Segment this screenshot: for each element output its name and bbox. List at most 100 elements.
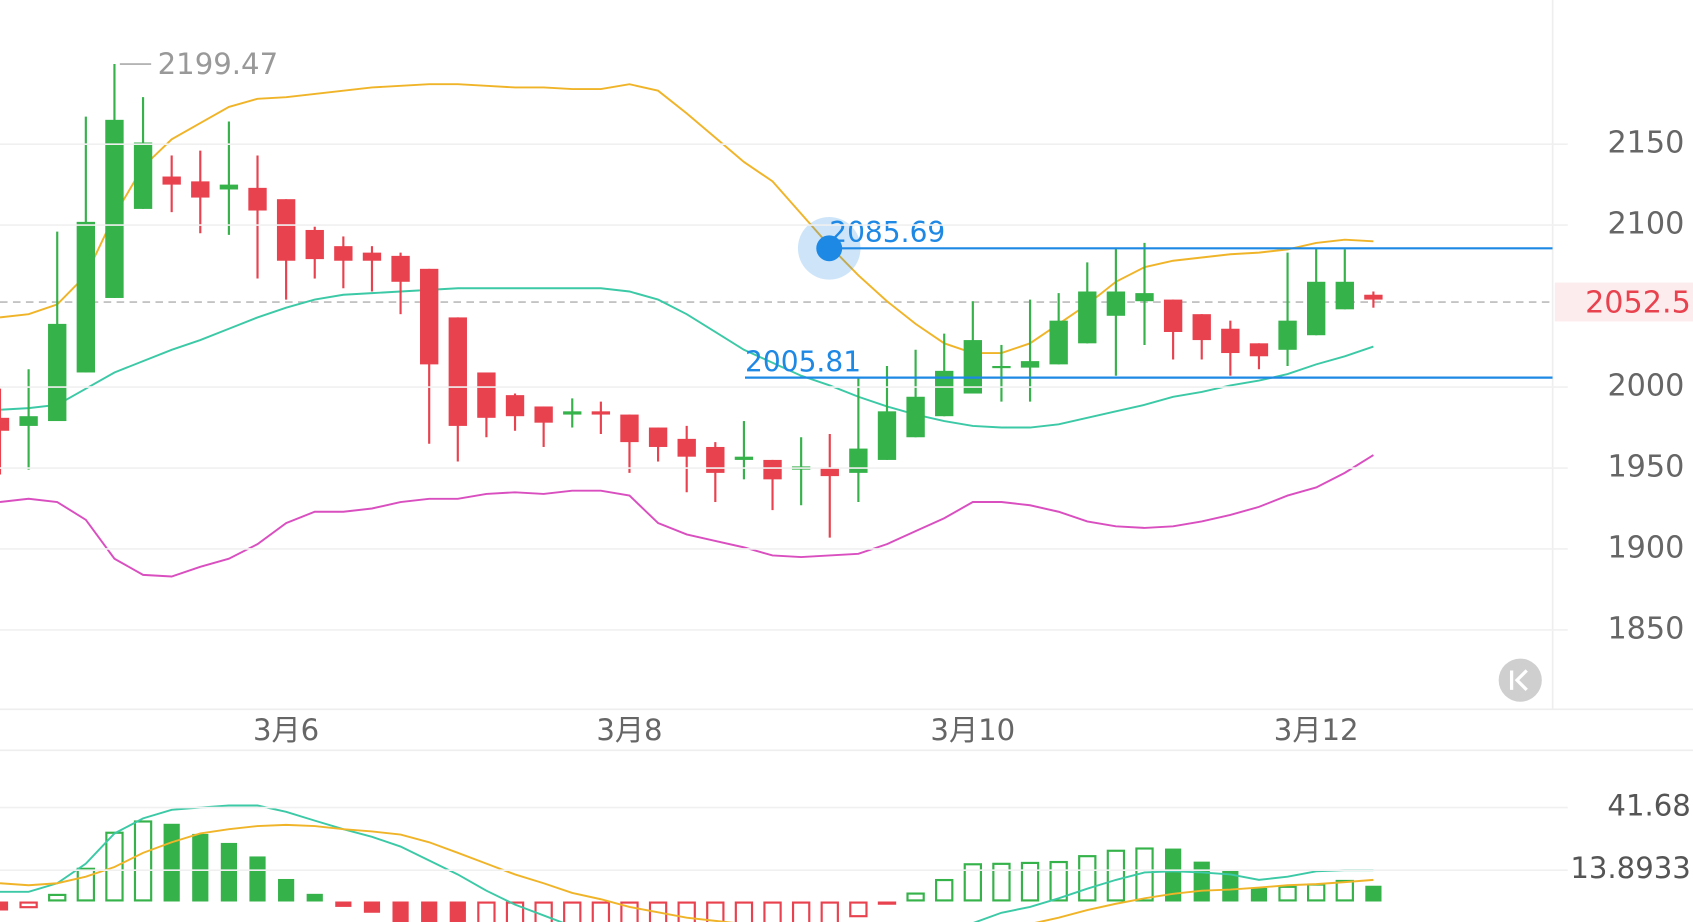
candle-body: [849, 448, 868, 473]
candle-body: [992, 365, 1011, 369]
y-tick-label: 2000: [1607, 369, 1684, 404]
candle-body: [563, 411, 582, 415]
macd-bar: [877, 901, 897, 905]
candle-body: [191, 181, 210, 198]
candle-body: [162, 176, 181, 185]
collapse-button[interactable]: [1498, 658, 1542, 702]
axes: 1850 1900 1950 2000 2100 2150 3月6 3月8 3月10 3月12 20…: [0, 126, 1693, 885]
candle-body: [133, 142, 153, 209]
macd-bar: [591, 901, 611, 922]
line-label: 2005.81: [745, 346, 861, 379]
high-label: 2199.47: [158, 47, 279, 81]
y-tick-label: 1900: [1607, 530, 1684, 565]
macd-bar: [163, 823, 180, 902]
candle-body: [1221, 328, 1240, 354]
macd-bar: [992, 862, 1011, 902]
line-handle: [816, 235, 843, 262]
candle-body: [477, 372, 496, 418]
candle-body: [1020, 361, 1040, 368]
macd-bar: [963, 863, 983, 902]
macd-bar: [0, 901, 9, 911]
candle-body: [1049, 320, 1068, 365]
x-tick-label: 3月8: [596, 713, 662, 747]
macd-bar: [935, 878, 954, 902]
macd-bar: [192, 833, 209, 902]
x-tick-label: 3月12: [1274, 713, 1359, 747]
macd-bar: [1222, 870, 1239, 902]
macd-bar: [763, 901, 782, 922]
candle-body: [391, 255, 410, 282]
macd-bar: [1307, 883, 1326, 902]
macd-bar: [1193, 861, 1210, 902]
candle-body: [505, 395, 525, 417]
candle-body: [19, 416, 38, 426]
macd-bar: [477, 901, 496, 922]
candle-body: [620, 414, 639, 443]
candle-body: [448, 317, 467, 426]
candle-body: [276, 199, 296, 261]
candle-body: [305, 229, 324, 260]
candle-body: [1335, 281, 1354, 310]
macd-bar: [278, 878, 295, 902]
macd-bar: [76, 867, 96, 902]
macd-bar: [133, 820, 153, 902]
x-tick-label: 3月6: [253, 713, 319, 747]
candle-body: [706, 446, 725, 473]
candle-body: [1163, 299, 1183, 332]
macd-bar: [1165, 848, 1182, 902]
candle-body: [1078, 291, 1097, 344]
macd-bar: [791, 901, 811, 922]
macd-bar: [734, 901, 754, 922]
candle-body: [877, 411, 897, 460]
candle-body: [734, 456, 754, 460]
candle-body: [1192, 314, 1211, 341]
y-tick-label: 13.8933: [1570, 851, 1691, 885]
x-tick-label: 3月10: [930, 713, 1015, 747]
macd-line: [0, 823, 1374, 922]
candle-body: [362, 252, 382, 261]
macd-line: [0, 804, 1374, 922]
band-line: [0, 454, 1374, 578]
macd-bar: [392, 901, 409, 922]
macd-bar: [1365, 885, 1382, 902]
candle-body: [0, 417, 10, 431]
candle-body: [1364, 294, 1383, 300]
macd-bar: [1020, 861, 1040, 902]
macd-bar: [1106, 849, 1126, 902]
candle-body: [1307, 281, 1326, 336]
candle-body: [1249, 343, 1269, 357]
macd-bar: [421, 901, 438, 922]
macd-bar: [249, 856, 266, 902]
y-tick-label: 1950: [1607, 450, 1684, 485]
candle-body: [935, 370, 954, 417]
candle-body: [1135, 293, 1154, 302]
macd-bar: [563, 901, 582, 922]
y-tick-label: 1850: [1607, 611, 1684, 646]
candle-body: [48, 323, 67, 422]
candle-body: [963, 340, 983, 394]
macd-bar: [1049, 860, 1068, 902]
macd-bar: [849, 901, 868, 918]
candle-body: [420, 268, 439, 365]
macd-bar: [335, 901, 352, 907]
macd-bar: [820, 901, 839, 922]
candle-body: [534, 406, 553, 423]
macd-bar: [449, 901, 466, 922]
candle-body: [648, 427, 668, 447]
macd-bar: [1250, 887, 1268, 902]
macd-bar: [706, 901, 725, 922]
macd-bar: [1278, 885, 1297, 902]
candle-body: [1106, 291, 1126, 316]
candle-body: [591, 411, 611, 415]
candle-body: [105, 119, 124, 298]
candle-body: [820, 468, 839, 477]
price-plot: 2199.47 2085.69 2005.81: [0, 47, 1553, 578]
candle-body: [763, 459, 782, 480]
macd-bar: [363, 901, 381, 913]
line-label: 2085.69: [829, 216, 945, 249]
last-price-label: 2052.5: [1585, 286, 1691, 321]
y-tick-label: 41.68: [1607, 789, 1690, 823]
macd-bar: [220, 842, 237, 902]
candle-body: [677, 438, 696, 457]
